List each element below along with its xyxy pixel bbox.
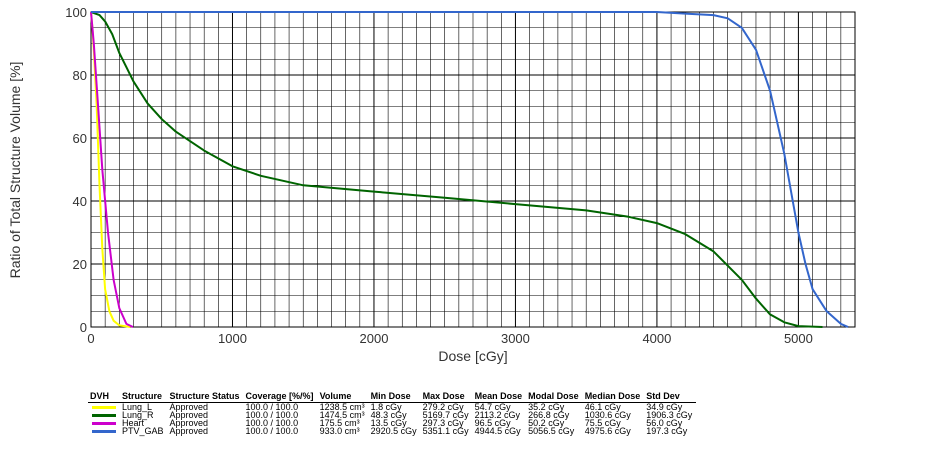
color-swatch: [92, 414, 116, 418]
x-tick-label: 1000: [218, 331, 247, 346]
column-header: Mean Dose: [472, 391, 527, 403]
color-swatch: [92, 422, 116, 426]
table-row: Lung_R Approved 100.0 / 100.0 1474.5 cm³ 48.…: [88, 410, 696, 420]
dvh-swatch-cell: [88, 403, 120, 412]
table-cell: 1030.6 cGy: [584, 410, 631, 420]
table-cell: 5169.7 cGy: [422, 410, 469, 420]
table-cell: Approved: [169, 418, 209, 428]
y-tick-label: 80: [73, 68, 87, 83]
table-cell: 297.3 cGy: [422, 418, 464, 428]
y-axis-label: Ratio of Total Structure Volume [%]: [7, 62, 23, 279]
dvh-chart: 0 1000 2000 3000 4000 5000 0 20 40 60 80 100 Dose […: [7, 5, 856, 364]
y-tick-label: 100: [65, 5, 87, 20]
dvh-swatch-cell: [88, 419, 120, 427]
x-tick-label: 5000: [784, 331, 813, 346]
column-header: Coverage [%/%]: [243, 391, 318, 403]
table-cell: 48.3 cGy: [370, 410, 407, 420]
column-header: DVH: [88, 391, 120, 403]
table-cell: 56.0 cGy: [646, 418, 683, 428]
table-cell: 1238.5 cm³: [319, 402, 365, 412]
x-tick-label: 0: [87, 331, 94, 346]
table-cell: 100.0 / 100.0: [245, 410, 299, 420]
table-cell: 100.0 / 100.0: [245, 402, 299, 412]
column-header: Structure: [120, 391, 168, 403]
x-tick-label: 4000: [642, 331, 671, 346]
table-cell: 1.8 cGy: [370, 402, 402, 412]
table-cell: 100.0 / 100.0: [245, 418, 299, 428]
table-cell: Approved: [169, 410, 209, 420]
y-tick-label: 60: [73, 131, 87, 146]
dvh-statistics-table: DVH Structure Structure Status Coverage [%/…: [88, 391, 697, 436]
table-cell: 266.8 cGy: [528, 410, 570, 420]
table-cell: 1474.5 cm³: [319, 410, 365, 420]
table-cell: 4944.5 cGy: [474, 426, 521, 436]
table-cell: Lung_R: [122, 410, 154, 420]
table-cell: PTV_GAB: [122, 426, 164, 436]
y-tick-label: 20: [73, 257, 87, 272]
column-header: Modal Dose: [526, 391, 583, 403]
dvh-swatch-cell: [88, 411, 120, 419]
x-tick-label: 2000: [360, 331, 389, 346]
y-tick-label: 0: [80, 320, 87, 335]
table-row: Lung_L Approved 100.0 / 100.0 1238.5 cm³ 1.8…: [88, 402, 696, 412]
table-cell: 1906.3 cGy: [646, 410, 693, 420]
table-cell: 100.0 / 100.0: [245, 426, 299, 436]
table-cell: Heart: [122, 418, 145, 428]
table-cell: 13.5 cGy: [370, 418, 407, 428]
table-cell: 2920.5 cGy: [370, 426, 417, 436]
color-swatch: [92, 406, 116, 410]
table-cell: 5056.5 cGy: [528, 426, 575, 436]
column-header: Std Dev: [644, 391, 697, 403]
table-cell: 5351.1 cGy: [422, 426, 469, 436]
series-line-ptv-gab: [91, 11, 849, 328]
dvh-swatch-cell: [88, 427, 120, 435]
table-cell: 35.2 cGy: [528, 402, 565, 412]
column-header: Max Dose: [420, 391, 473, 403]
table-row: Heart Approved 100.0 / 100.0 175.5 cm³ 13.5 …: [88, 418, 696, 428]
table-cell: 175.5 cm³: [319, 418, 360, 428]
table-cell: 279.2 cGy: [422, 402, 464, 412]
table-cell: 4975.6 cGy: [584, 426, 631, 436]
table-cell: 197.3 cGy: [646, 426, 688, 436]
column-header: Median Dose: [582, 391, 645, 403]
y-tick-label: 40: [73, 194, 87, 209]
chart-series: [90, 11, 849, 328]
table-cell: 2113.2 cGy: [474, 410, 521, 420]
x-tick-label: 3000: [501, 331, 530, 346]
table-row: PTV_GAB Approved 100.0 / 100.0 933.0 cm³ 292…: [88, 426, 696, 436]
color-swatch: [92, 430, 116, 434]
axis-ticks: 0 1000 2000 3000 4000 5000 0 20 40 60 80 100: [65, 5, 813, 346]
column-header: Structure Status: [167, 391, 244, 403]
table-body: Lung_L Approved 100.0 / 100.0 1238.5 cm³ 1.8…: [88, 403, 696, 436]
series-line-heart: [90, 11, 134, 328]
column-header: Min Dose: [368, 391, 421, 403]
table-cell: 54.7 cGy: [474, 402, 511, 412]
chart-grid: [90, 11, 856, 328]
column-header: Volume: [317, 391, 369, 403]
table-cell: Approved: [169, 402, 209, 412]
table-cell: 96.5 cGy: [474, 418, 511, 428]
table-cell: 46.1 cGy: [584, 402, 621, 412]
table-cell: Lung_L: [122, 402, 153, 412]
table-header-row: DVH Structure Structure Status Coverage [%/…: [88, 391, 697, 403]
table-cell: 34.9 cGy: [646, 402, 683, 412]
table-cell: 933.0 cm³: [319, 426, 360, 436]
table-cell: Approved: [169, 426, 209, 436]
table-cell: 75.5 cGy: [584, 418, 621, 428]
x-axis-label: Dose [cGy]: [438, 348, 507, 364]
series-line-lung-r: [90, 11, 823, 328]
table-cell: 50.2 cGy: [528, 418, 565, 428]
